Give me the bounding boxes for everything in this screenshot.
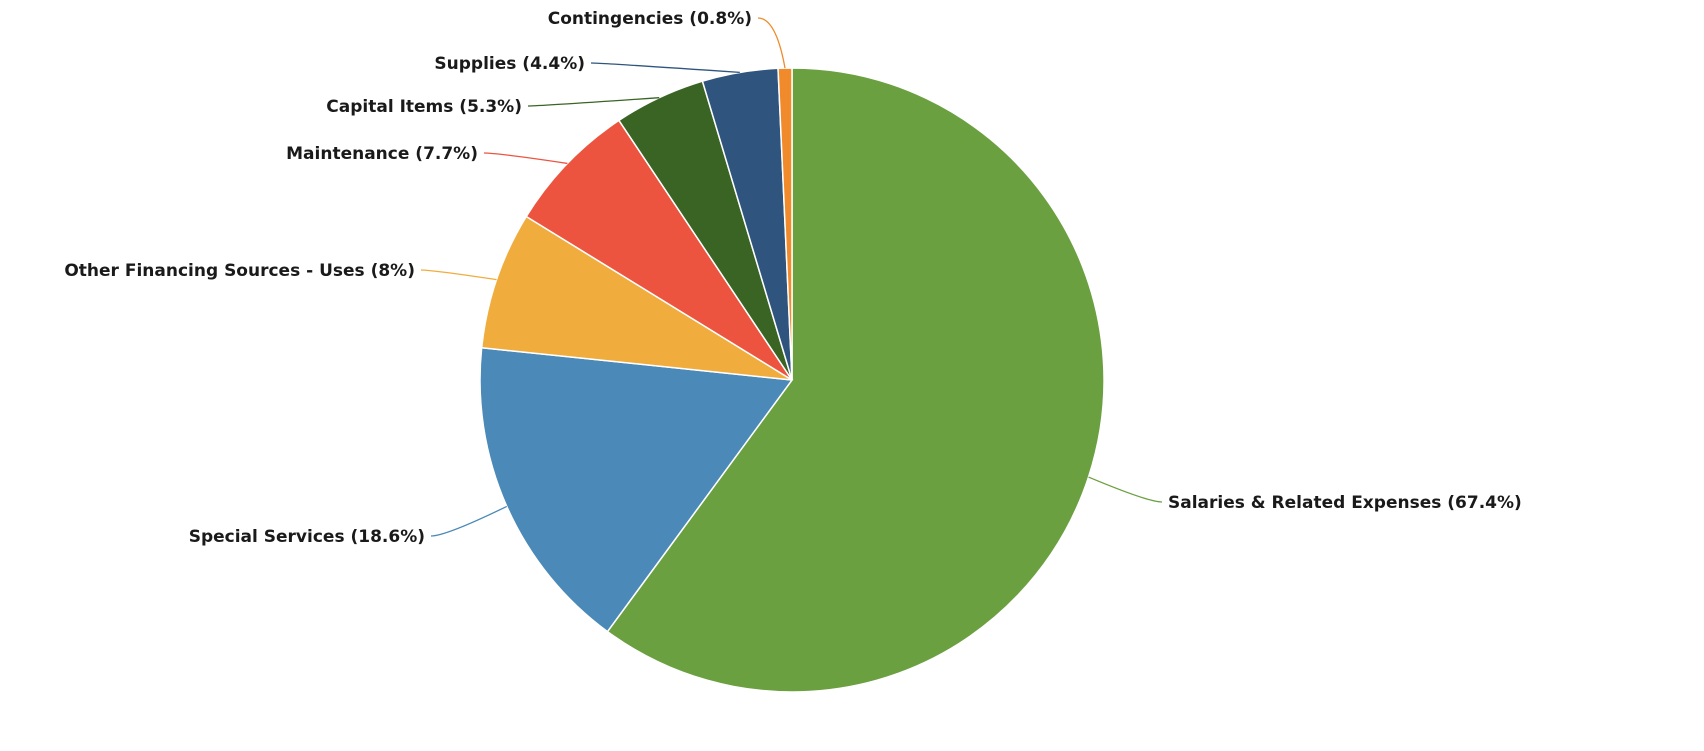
slice-label: Special Services (18.6%): [189, 527, 425, 547]
slice-label: Capital Items (5.3%): [326, 97, 522, 117]
leader-lines: [420, 17, 1163, 537]
slice-label: Maintenance (7.7%): [286, 144, 478, 164]
leader-line-6: [757, 17, 786, 69]
slice-label: Supplies (4.4%): [434, 54, 585, 74]
slice-label: Other Financing Sources - Uses (8%): [64, 261, 415, 281]
pie-slices: [479, 67, 1105, 693]
pie-slice-special-services: [479, 346, 794, 633]
leader-line-3: [483, 152, 568, 165]
leader-line-0: [1088, 476, 1163, 503]
slice-labels: Salaries & Related Expenses (67.4%) Speci…: [64, 9, 1521, 547]
slice-label: Contingencies (0.8%): [548, 9, 752, 29]
leader-line-5: [590, 62, 740, 74]
leader-line-4: [527, 97, 660, 107]
leader-line-2: [420, 269, 497, 281]
pie-slice-salaries-related-expenses: [606, 67, 1105, 693]
slice-label: Salaries & Related Expenses (67.4%): [1168, 493, 1522, 513]
leader-line-1: [430, 505, 508, 537]
